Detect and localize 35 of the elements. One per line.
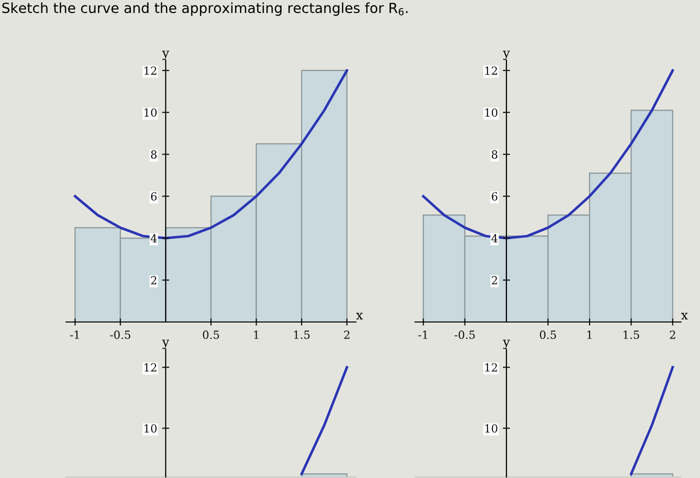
y-tick-label: 4 xyxy=(491,234,498,242)
y-tick-label: 4 xyxy=(150,234,157,242)
x-tick-label: 2 xyxy=(670,330,676,339)
chart-title: Sketch the curve and the approximating rectangles for R$_{6}$. xyxy=(2,2,408,16)
y-tick-label: 12 xyxy=(485,363,498,372)
y-tick-label: 12 xyxy=(144,66,156,75)
x-tick-label: -1 xyxy=(70,330,79,339)
y-axis-title: y xyxy=(502,340,510,349)
y-tick-label: 10 xyxy=(144,108,157,117)
x-tick-label: 0.5 xyxy=(540,330,556,339)
y-axis-title: y xyxy=(162,50,170,60)
y-tick-label: 8 xyxy=(151,150,157,159)
y-tick-label: 10 xyxy=(144,424,157,433)
x-tick-label: 1.5 xyxy=(624,330,640,339)
y-tick-label: 10 xyxy=(485,108,498,117)
y-tick-label: 12 xyxy=(144,363,156,372)
y-tick-label: 10 xyxy=(485,424,498,433)
x-tick-label: -0.5 xyxy=(454,330,475,339)
x-axis-title: x xyxy=(356,312,363,320)
x-tick-label: 1.5 xyxy=(294,330,310,339)
x-tick-label: 2 xyxy=(344,330,350,339)
x-tick-label: -1 xyxy=(418,330,428,339)
y-tick-label: 2 xyxy=(492,276,498,284)
y-tick-label: 12 xyxy=(485,66,498,75)
x-tick-label: 0.5 xyxy=(202,330,219,339)
x-axis-title: x xyxy=(681,312,688,320)
y-tick-label: 2 xyxy=(151,276,156,284)
y-axis-title: y xyxy=(162,340,170,349)
y-tick-label: 8 xyxy=(492,150,498,159)
x-tick-label: -0.5 xyxy=(110,330,130,339)
x-tick-label: 1 xyxy=(254,330,258,339)
x-tick-label: 1 xyxy=(587,330,592,339)
y-tick-label: 6 xyxy=(492,192,498,201)
y-axis-title: y xyxy=(502,50,510,60)
y-tick-label: 6 xyxy=(151,192,157,201)
